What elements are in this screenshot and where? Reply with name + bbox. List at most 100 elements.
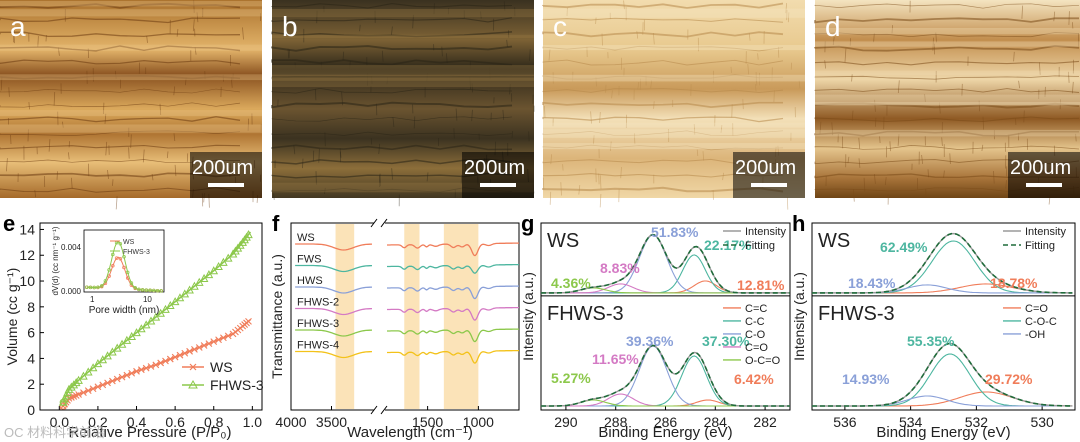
series-label: FHWS-4 [297,340,339,352]
cell-wall-segment [192,19,195,32]
cell-wall-segment [921,154,923,164]
cell-wall-line [271,59,513,66]
panel-h-xps-o1s: h 536 534 532 530 Binding Energy (eV) Intensi… [791,211,1076,441]
spectrum-segment [295,307,373,316]
bright-band [543,45,805,51]
spectrum-segment [295,286,373,294]
legend-label-intensity: Intensity [745,226,786,238]
series-label: HWS [297,275,323,287]
cell-wall-segment [511,130,514,139]
data-point [80,389,87,396]
scale-bar [208,183,244,187]
cell-wall-segment [56,171,58,180]
percent-label: 55.35% [907,333,955,349]
cell-wall-segment [1053,11,1056,22]
cell-wall-segment [593,135,595,145]
cell-wall-segment [879,136,881,144]
inset-point [114,256,119,260]
data-point [112,343,122,352]
cell-wall-segment [874,174,876,184]
cell-wall-segment [595,17,597,25]
cell-wall-segment [222,74,224,82]
cell-wall-line [542,74,784,80]
cell-wall-segment [230,77,233,88]
cell-wall-segment [949,153,951,165]
data-point [195,344,203,351]
data-point [79,371,88,380]
spectrum-segment [387,306,519,321]
spectrum-segment [295,350,373,359]
cell-wall-segment [548,49,551,61]
cell-wall-segment [68,152,70,160]
x-tick-label: 530 [1030,414,1054,430]
bright-band [815,70,1080,76]
cell-wall-line [271,45,513,52]
percent-label: 18.78% [990,275,1038,291]
absorption-band [404,224,420,409]
data-point [98,355,108,364]
cell-wall-line [271,3,513,9]
data-point [191,345,198,353]
inset-y-axis-label: dV(d) (cc nm⁻¹ g⁻¹) [51,226,60,295]
cell-wall-line [0,102,241,108]
cell-wall-segment [844,48,847,63]
scale-bar [480,183,516,187]
scale-bar-box [733,152,805,198]
cell-wall-segment [851,110,854,121]
cell-wall-segment [601,33,603,47]
series-label: FHWS-3 [297,318,339,330]
panel-g-xps-c1s: g 290 288 286 284 282 Binding Energy (eV) Inte… [520,211,791,441]
percent-label: 39.36% [626,333,674,349]
inset-point [129,281,134,285]
cell-wall-line [0,144,241,150]
cell-wall-segment [620,166,622,179]
cell-wall-segment [359,24,361,32]
bright-band [0,9,262,17]
data-point [142,364,150,372]
cell-wall-segment [873,33,875,43]
legend-label-intensity: Intensity [1025,226,1066,238]
data-point [214,261,223,271]
absorption-band [335,224,355,409]
cell-wall-segment [634,133,636,145]
y-axis-label: Transmittance (a.u.) [269,254,285,379]
panel-letter-d: d [825,11,841,42]
spectrum-segment [295,329,373,337]
cell-wall-segment [341,91,343,106]
cell-wall-segment [293,145,296,155]
cell-wall-segment [748,33,751,41]
spectrum-segment [295,264,373,273]
data-point [122,335,132,344]
data-point [190,281,199,290]
cell-wall-segment [391,168,393,180]
bright-band [0,124,262,133]
cell-wall-segment [378,143,380,155]
inset-x-tick-label: 10 [143,295,152,304]
bright-band [272,9,534,18]
legend-label-component: -OH [1025,329,1045,341]
data-point [161,304,170,313]
percent-label: 11.65% [592,351,639,367]
cell-wall-segment [426,172,429,182]
spectrum-FHWS-3 [295,328,519,343]
percent-label: 37.30% [702,333,750,349]
cell-wall-segment [324,187,326,195]
bright-band [815,28,1080,35]
scale-bar-label: 200um [192,157,253,179]
x-axis-label: Binding Energy (eV) [876,424,1010,441]
data-point [67,382,76,391]
y-tick-label: 0 [27,402,35,418]
micrograph-b: b 200um [271,0,535,207]
cell-wall-segment [832,36,835,46]
cell-wall-segment [302,158,304,169]
percent-label: 62.49% [880,239,928,255]
cell-wall-segment [1023,110,1025,123]
cell-wall-segment [578,185,581,195]
cell-wall-segment [386,76,389,85]
cell-wall-segment [471,109,473,122]
cell-wall-segment [943,170,945,178]
cell-wall-segment [1039,62,1041,75]
data-point [59,402,67,410]
scale-bar [751,183,787,187]
y-axis-label: Intensity (a.u.) [520,272,536,361]
